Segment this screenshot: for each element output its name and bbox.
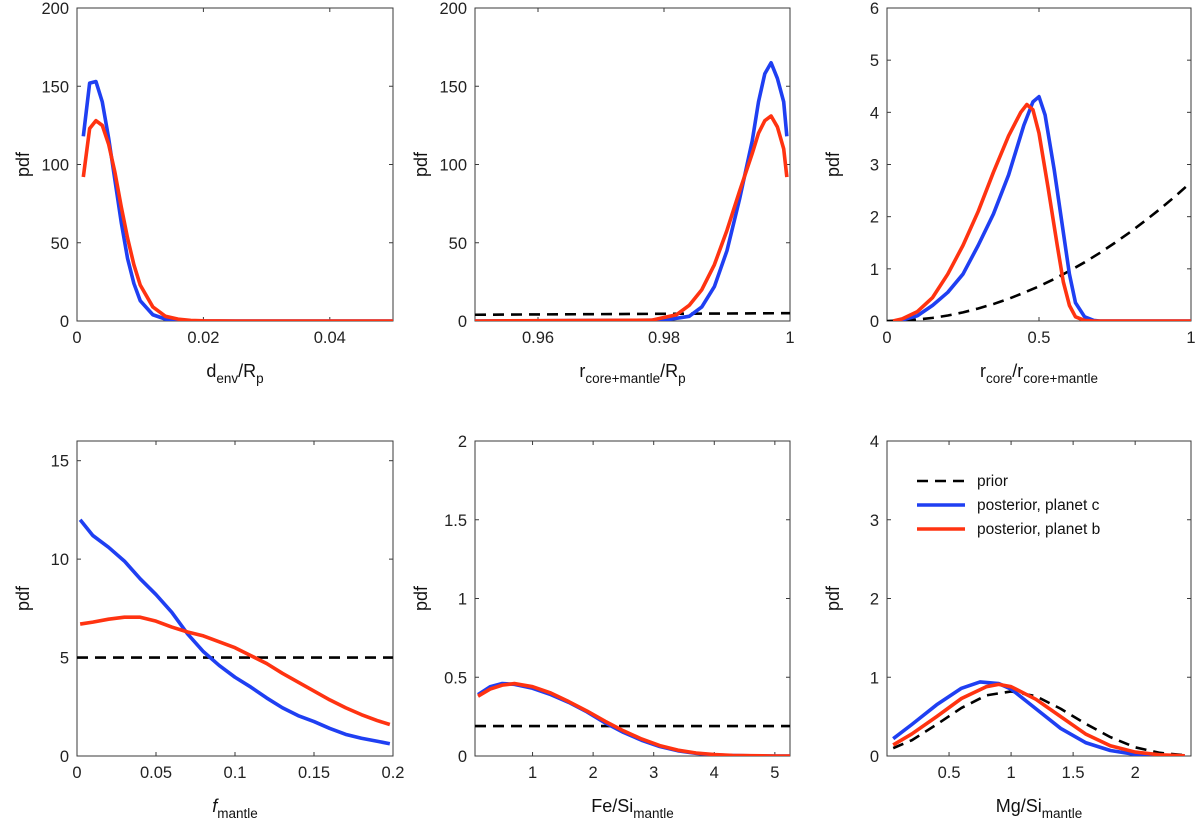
y-tick-label: 1 — [458, 591, 467, 609]
axes-frame — [474, 7, 791, 322]
y-tick-label: 200 — [439, 0, 467, 18]
axes-frame — [886, 7, 1192, 322]
series-line-prior — [475, 311, 790, 317]
y-tick-label: 0 — [870, 313, 879, 331]
y-tick-label: 2 — [870, 591, 879, 609]
y-tick-label: 150 — [439, 78, 467, 96]
y-tick-label: 5 — [60, 650, 69, 668]
x-tick-label: 0.96 — [522, 329, 554, 347]
panel-p6: 0.5 1 1.5 2 0 1 2 3 4 pdf Mg/Simantle prior posterio… — [823, 433, 1192, 821]
x-tick-label: 0 — [72, 764, 81, 782]
axes-frame — [76, 7, 394, 322]
panel-p2: 0.96 0.98 1 0 50 100 150 200 pdf rcore+mantle/Rp — [411, 0, 795, 386]
y-tick-label: 50 — [449, 235, 467, 253]
x-tick-label: 0.02 — [187, 329, 219, 347]
x-axis-label: Mg/Simantle — [996, 796, 1083, 821]
y-tick-label: 4 — [870, 104, 879, 122]
y-tick-label: 4 — [870, 433, 879, 451]
series-line-planet_b — [81, 118, 393, 321]
legend-label-planet_c: posterior, planet c — [977, 497, 1100, 514]
y-tick-label: 0 — [458, 313, 467, 331]
legend-label-prior: prior — [977, 473, 1008, 490]
series-line-planet_c — [477, 681, 790, 756]
y-tick-label: 5 — [870, 52, 879, 70]
y-tick-label: 0.5 — [444, 669, 467, 687]
y-axis-label: pdf — [13, 151, 33, 177]
series-line-planet_b — [892, 682, 1185, 756]
x-tick-label: 2 — [589, 764, 598, 782]
series-line-planet_b — [79, 615, 391, 727]
x-tick-label: 5 — [770, 764, 779, 782]
series-line-planet_c — [78, 518, 391, 746]
x-tick-label: 1 — [785, 329, 794, 347]
x-tick-label: 4 — [710, 764, 719, 782]
y-tick-label: 150 — [41, 78, 69, 96]
series-line-planet_b — [475, 114, 789, 321]
series-line-planet_b — [892, 102, 1191, 321]
x-tick-label: 1 — [1186, 329, 1195, 347]
x-tick-label: 0.5 — [1028, 329, 1051, 347]
x-tick-label: 0.04 — [314, 329, 346, 347]
x-tick-label: 1.5 — [1062, 764, 1085, 782]
panel-p5: 1 2 3 4 5 0 0.5 1 1.5 2 pdf Fe/Simantle — [411, 433, 791, 821]
x-tick-label: 0.98 — [648, 329, 680, 347]
panel-p4: 0 0.05 0.1 0.15 0.2 0 5 10 15 pdf fmantle — [13, 440, 405, 821]
x-tick-label: 0.2 — [382, 764, 405, 782]
y-tick-label: 6 — [870, 0, 879, 18]
y-tick-label: 2 — [870, 209, 879, 227]
legend: prior posterior, planet c posterior, plane… — [917, 473, 1100, 538]
x-tick-label: 0 — [882, 329, 891, 347]
x-tick-label: 0.1 — [224, 764, 247, 782]
x-tick-label: 0.05 — [140, 764, 172, 782]
y-tick-label: 0 — [458, 748, 467, 766]
panel-p1: 0 0.02 0.04 0 50 100 150 200 pdf denv/Rp — [13, 0, 394, 386]
x-axis-label: fmantle — [212, 796, 258, 821]
y-tick-label: 0 — [870, 748, 879, 766]
x-axis-label: rcore+mantle/Rp — [579, 361, 685, 386]
x-axis-label: rcore/rcore+mantle — [980, 361, 1098, 386]
y-axis-label: pdf — [823, 151, 843, 177]
series-line-prior — [887, 181, 1191, 321]
y-tick-label: 2 — [458, 433, 467, 451]
y-tick-label: 1.5 — [444, 512, 467, 530]
y-tick-label: 10 — [51, 551, 69, 569]
series-line-planet_c — [81, 79, 393, 321]
y-tick-label: 100 — [41, 157, 69, 175]
legend-label-planet_b: posterior, planet b — [977, 521, 1100, 538]
y-tick-label: 100 — [439, 157, 467, 175]
series-line-planet_c — [892, 94, 1191, 321]
series-line-planet_c — [892, 680, 1185, 756]
axes-frame — [474, 440, 791, 757]
series-line-planet_b — [477, 681, 790, 756]
y-tick-label: 3 — [870, 512, 879, 530]
y-axis-label: pdf — [823, 585, 843, 611]
x-axis-label: denv/Rp — [206, 361, 263, 386]
y-tick-label: 0 — [60, 748, 69, 766]
y-axis-label: pdf — [411, 151, 431, 177]
y-tick-label: 50 — [51, 235, 69, 253]
y-tick-label: 200 — [41, 0, 69, 18]
y-tick-label: 1 — [870, 669, 879, 687]
y-tick-label: 1 — [870, 261, 879, 279]
panel-p3: 0 0.5 1 0 1 2 3 4 5 6 pdf rcore/rcore+mantle — [823, 0, 1196, 386]
x-tick-label: 1 — [1006, 764, 1015, 782]
x-tick-label: 3 — [649, 764, 658, 782]
y-tick-label: 15 — [51, 453, 69, 471]
x-tick-label: 0.15 — [298, 764, 330, 782]
x-tick-label: 1 — [528, 764, 537, 782]
x-tick-label: 2 — [1131, 764, 1140, 782]
x-tick-label: 0.5 — [938, 764, 961, 782]
y-tick-label: 0 — [60, 313, 69, 331]
x-tick-label: 0 — [72, 329, 81, 347]
y-tick-label: 3 — [870, 157, 879, 175]
y-axis-label: pdf — [13, 585, 33, 611]
y-axis-label: pdf — [411, 585, 431, 611]
x-axis-label: Fe/Simantle — [591, 796, 674, 821]
